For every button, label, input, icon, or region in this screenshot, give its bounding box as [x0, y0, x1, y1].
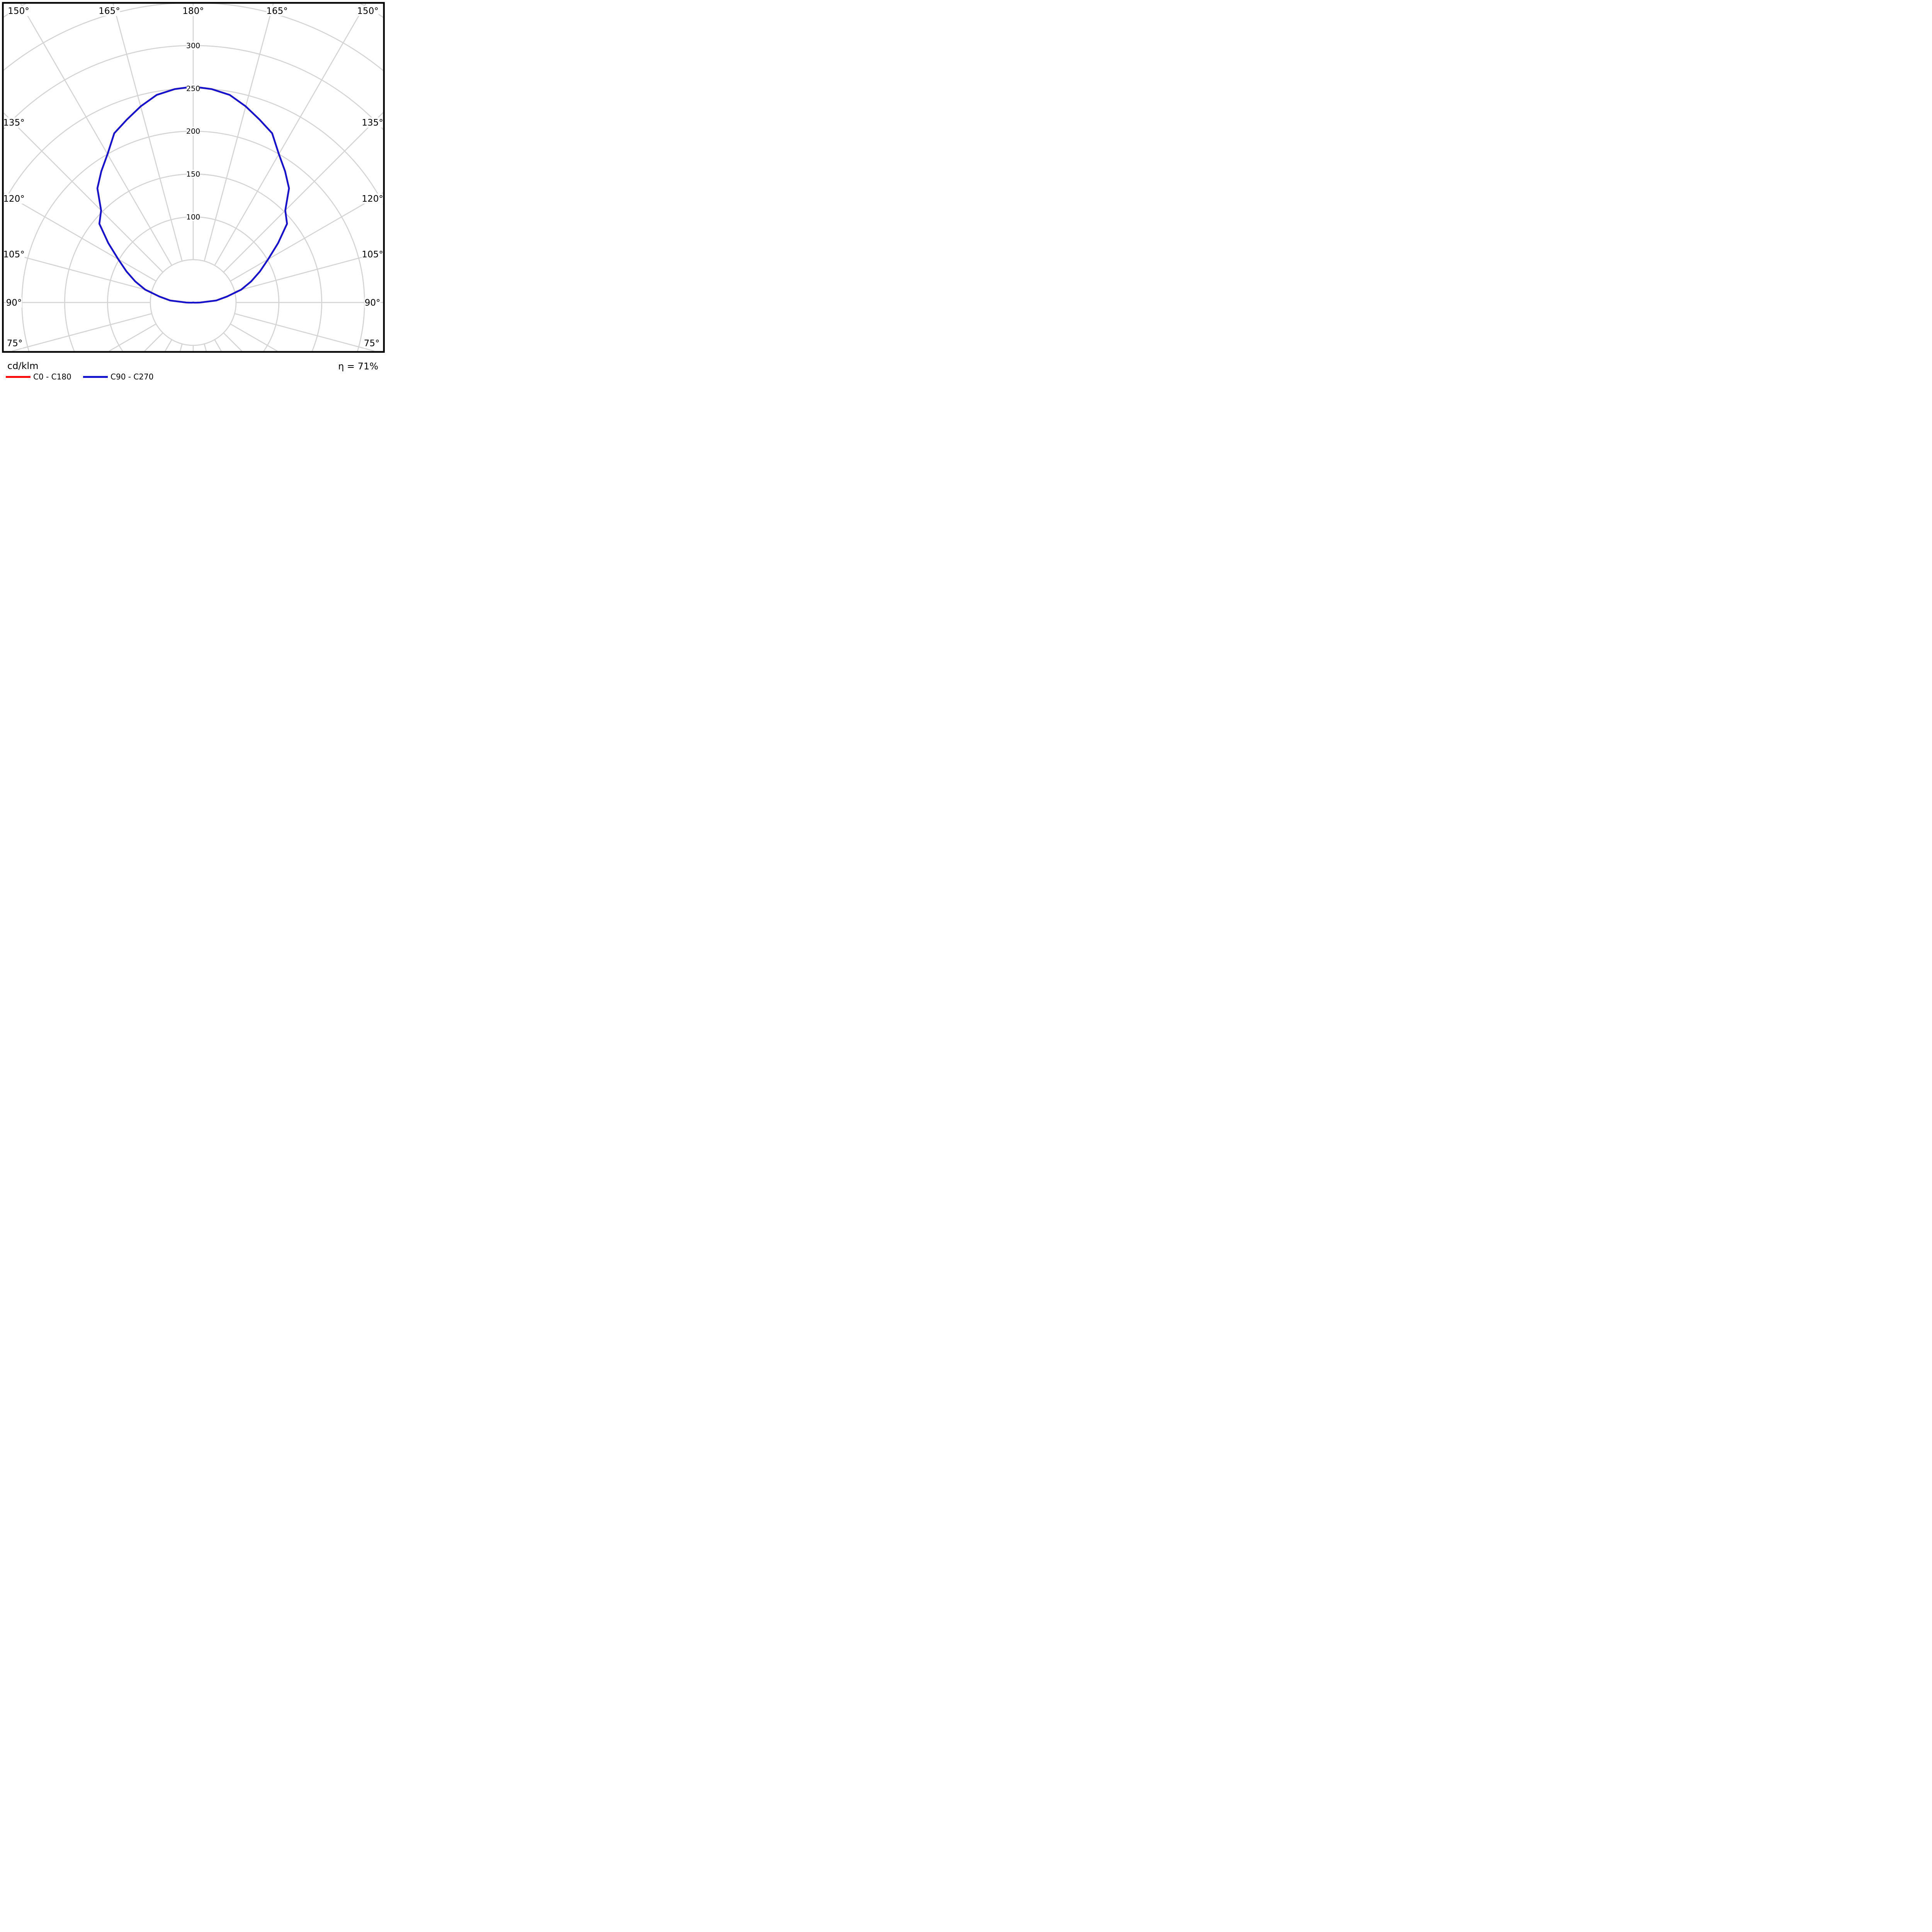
units-label: cd/klm: [7, 361, 39, 371]
grid-ray-150: [214, 339, 222, 351]
curves-layer: [96, 86, 290, 304]
radial-label-150-bg: [186, 170, 200, 179]
angle-label-6: 120°: [3, 194, 24, 204]
angle-label-8-bg: [6, 297, 22, 308]
angle-label-14: 75°: [364, 338, 380, 349]
angle-label-2-bg: [182, 5, 204, 16]
radial-label-200-bg: [186, 127, 200, 136]
angle-label-9: 75°: [7, 338, 23, 349]
radial-label-300-bg: [186, 41, 200, 50]
angle-label-12-bg: [362, 249, 383, 260]
radial-label-200: 200: [186, 127, 200, 136]
radial-label-100-bg: [186, 213, 200, 221]
angle-label-9-bg: [7, 338, 23, 349]
grid-ray-105: [234, 313, 375, 351]
grid-ray-330: [20, 3, 172, 266]
radial-label-300: 300: [186, 42, 200, 50]
grid-layer: [3, 3, 383, 351]
grid-ray-195: [179, 344, 183, 351]
angle-label-2: 180°: [182, 6, 204, 16]
grid-ray-225: [144, 332, 163, 351]
grid-ray-165: [204, 344, 207, 351]
grid-ray-285: [3, 251, 152, 292]
grid-ray-15: [204, 3, 274, 262]
grid-ray-240: [109, 323, 156, 351]
legend: C0 - C180 C90 - C270: [0, 372, 232, 383]
grid-ray-60: [230, 192, 383, 282]
angle-label-14-bg: [364, 338, 380, 349]
labels-layer: 150° 165° 180° 165° 150° 135° 120° 105° 90° 75° 13…: [3, 5, 383, 349]
grid-ray-75: [234, 251, 383, 292]
radial-label-150: 150: [186, 170, 200, 179]
grid-ray-210: [165, 339, 172, 351]
angle-label-1: 165°: [99, 6, 120, 16]
grid-ray-30: [214, 3, 366, 266]
angle-label-10: 135°: [362, 118, 383, 128]
legend-label-c0-c180: C0 - C180: [33, 372, 71, 381]
angle-label-7-bg: [3, 249, 25, 260]
grid-ray-315: [3, 112, 163, 273]
angle-label-13-bg: [364, 297, 381, 308]
legend-label-c90-c270: C90 - C270: [111, 372, 154, 381]
angle-label-3-bg: [266, 5, 288, 16]
angle-label-4-bg: [357, 5, 379, 16]
angle-label-11: 120°: [362, 194, 383, 204]
grid-ray-120: [230, 323, 278, 351]
angle-label-4: 150°: [357, 6, 378, 16]
angle-label-3: 165°: [266, 6, 287, 16]
angle-label-11-bg: [362, 193, 383, 204]
grid-ray-345: [112, 3, 183, 262]
radial-label-250: 250: [186, 84, 200, 93]
radial-label-250-bg: [186, 84, 200, 93]
angle-label-6-bg: [3, 193, 25, 204]
curve-C90-C270: [96, 86, 290, 304]
legend-swatch-red-line: [6, 376, 31, 378]
angle-label-5-bg: [3, 117, 25, 128]
angle-label-5: 135°: [3, 118, 24, 128]
grid-ray-300: [3, 192, 156, 282]
angle-label-12: 105°: [362, 250, 383, 260]
legend-item-c0-c180: C0 - C180: [6, 372, 71, 382]
grid-ray-45: [223, 112, 383, 273]
legend-swatch-blue-line: [83, 376, 108, 378]
angle-label-13: 90°: [365, 298, 381, 308]
grid-ray-135: [223, 332, 242, 351]
angle-label-0: 150°: [8, 6, 29, 16]
efficiency-label: η = 71%: [338, 361, 378, 372]
radial-label-100: 100: [186, 213, 200, 221]
angle-label-10-bg: [362, 117, 383, 128]
angle-label-7: 105°: [3, 250, 24, 260]
angle-label-1-bg: [99, 5, 120, 16]
polar-diagram: 150° 165° 180° 165° 150° 135° 120° 105° 90° 75° 13…: [2, 2, 385, 353]
plot-border: [2, 2, 385, 353]
photometric-polar-diagram-page: 150° 165° 180° 165° 150° 135° 120° 105° 90° 75° 13…: [0, 0, 386, 386]
angle-label-8: 90°: [6, 298, 22, 308]
angle-label-0-bg: [8, 5, 29, 16]
legend-item-c90-c270: C90 - C270: [83, 372, 153, 382]
grid-ray-255: [12, 313, 152, 351]
